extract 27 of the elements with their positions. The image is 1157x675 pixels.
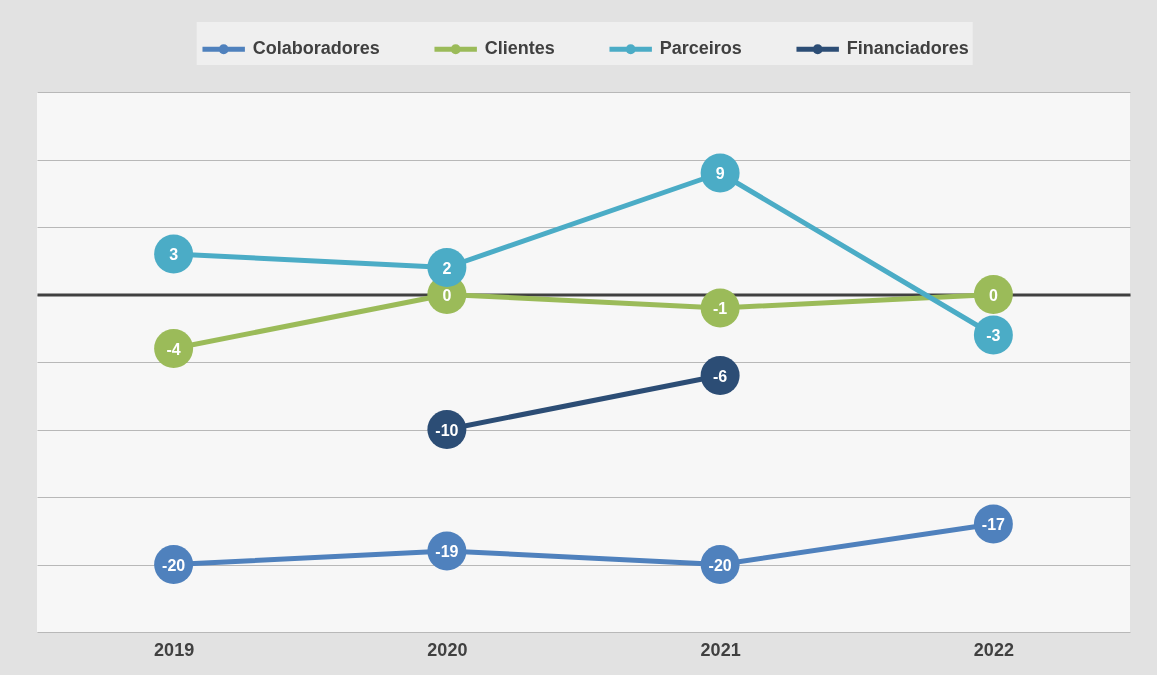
legend-label: Colaboradores <box>252 38 380 59</box>
data-label: 3 <box>169 246 179 263</box>
point <box>154 234 194 274</box>
point <box>700 153 740 193</box>
data-label: -3 <box>986 327 1001 344</box>
point <box>973 315 1013 355</box>
data-label: 2 <box>442 259 452 277</box>
data-label: -19 <box>435 543 459 560</box>
data-label: 0 <box>442 286 452 304</box>
data-label: -20 <box>162 556 186 574</box>
point <box>973 275 1013 314</box>
legend-label: Parceiros <box>659 38 742 59</box>
point <box>427 248 467 287</box>
data-label: 0 <box>988 286 998 304</box>
data-label: -20 <box>708 556 732 574</box>
x-tick-label: 2022 <box>973 639 1014 660</box>
data-label: -1 <box>713 300 728 317</box>
data-label: -4 <box>166 340 181 358</box>
data-label: -17 <box>981 516 1006 533</box>
legend-label: Clientes <box>484 38 555 59</box>
data-label: -6 <box>713 367 728 385</box>
data-label: 9 <box>715 165 725 182</box>
data-label: -10 <box>435 421 459 439</box>
x-tick-label: 2020 <box>427 639 468 660</box>
x-tick-label: 2019 <box>154 639 195 660</box>
x-tick-label: 2021 <box>700 639 741 660</box>
legend-label: Financiadores <box>846 38 969 59</box>
